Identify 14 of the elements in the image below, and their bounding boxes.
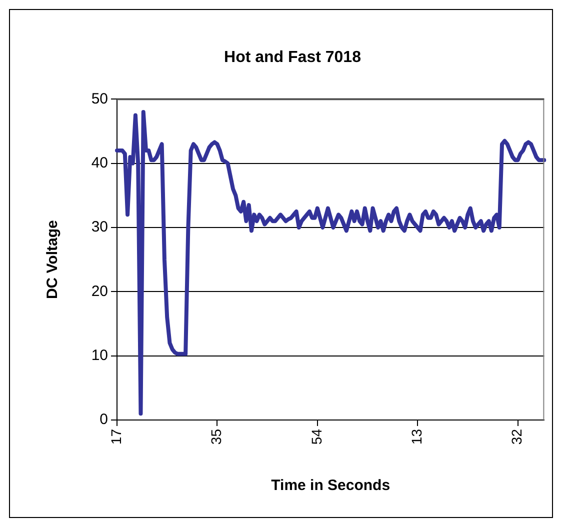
y-tick-label: 20 xyxy=(91,282,108,300)
x-axis-title: Time in Seconds xyxy=(271,477,390,494)
chart-title: Hot and Fast 7018 xyxy=(224,49,362,66)
x-tick-label: 54 xyxy=(308,428,324,445)
x-tick-label: 32 xyxy=(508,428,525,445)
y-tick-label: 30 xyxy=(91,218,108,236)
y-tick-label: 10 xyxy=(91,346,108,364)
y-tick-label: 50 xyxy=(91,90,108,108)
y-axis-title: DC Voltage xyxy=(44,220,62,300)
y-tick-label: 0 xyxy=(100,411,108,428)
x-tick-label: 17 xyxy=(108,428,124,445)
y-tick-label: 40 xyxy=(91,154,108,172)
x-tick-label: 13 xyxy=(408,428,424,445)
x-tick-label: 35 xyxy=(208,428,224,445)
